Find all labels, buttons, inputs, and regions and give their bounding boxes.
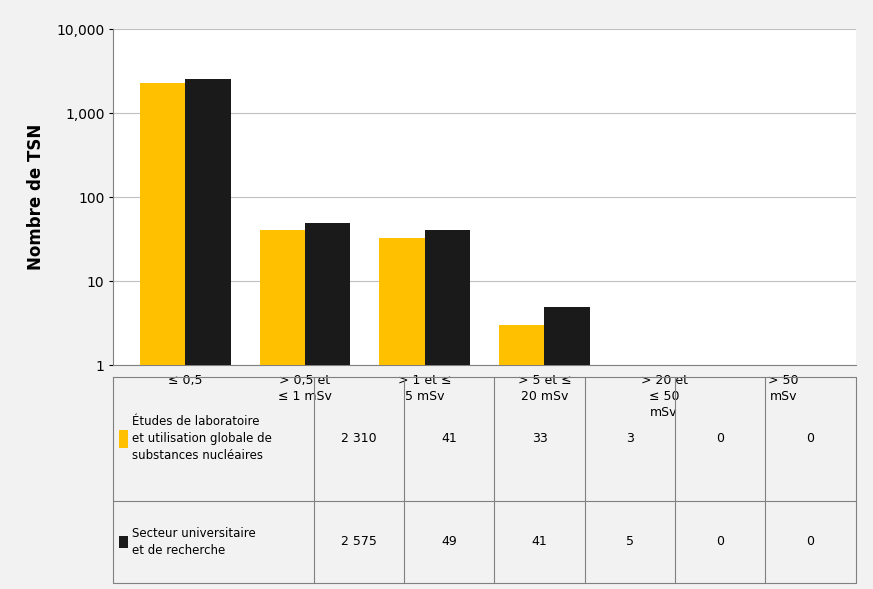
Bar (120, 536, 128, 548)
Text: 0: 0 (807, 432, 815, 445)
Text: 2 575: 2 575 (341, 535, 377, 548)
Bar (545, 306, 590, 589)
Bar (140, 83, 185, 589)
Text: 33: 33 (532, 432, 547, 445)
Bar (305, 223, 350, 589)
Bar (379, 238, 424, 589)
Text: 5: 5 (626, 535, 634, 548)
Bar (120, 429, 128, 448)
Text: Études de laboratoire
et utilisation globale de
substances nucléaires: Études de laboratoire et utilisation glo… (132, 415, 272, 462)
Y-axis label: Nombre de TSN: Nombre de TSN (27, 124, 45, 270)
Text: 0: 0 (807, 535, 815, 548)
Bar (498, 325, 545, 589)
Text: 41: 41 (532, 535, 547, 548)
Text: 41: 41 (442, 432, 457, 445)
Text: 0: 0 (716, 535, 724, 548)
Text: 49: 49 (442, 535, 457, 548)
Text: Secteur universitaire
et de recherche: Secteur universitaire et de recherche (132, 527, 256, 557)
Bar (259, 230, 305, 589)
Bar (185, 79, 230, 589)
Text: 0: 0 (716, 432, 724, 445)
Text: 3: 3 (626, 432, 634, 445)
Bar (424, 230, 471, 589)
Text: 2 310: 2 310 (341, 432, 377, 445)
